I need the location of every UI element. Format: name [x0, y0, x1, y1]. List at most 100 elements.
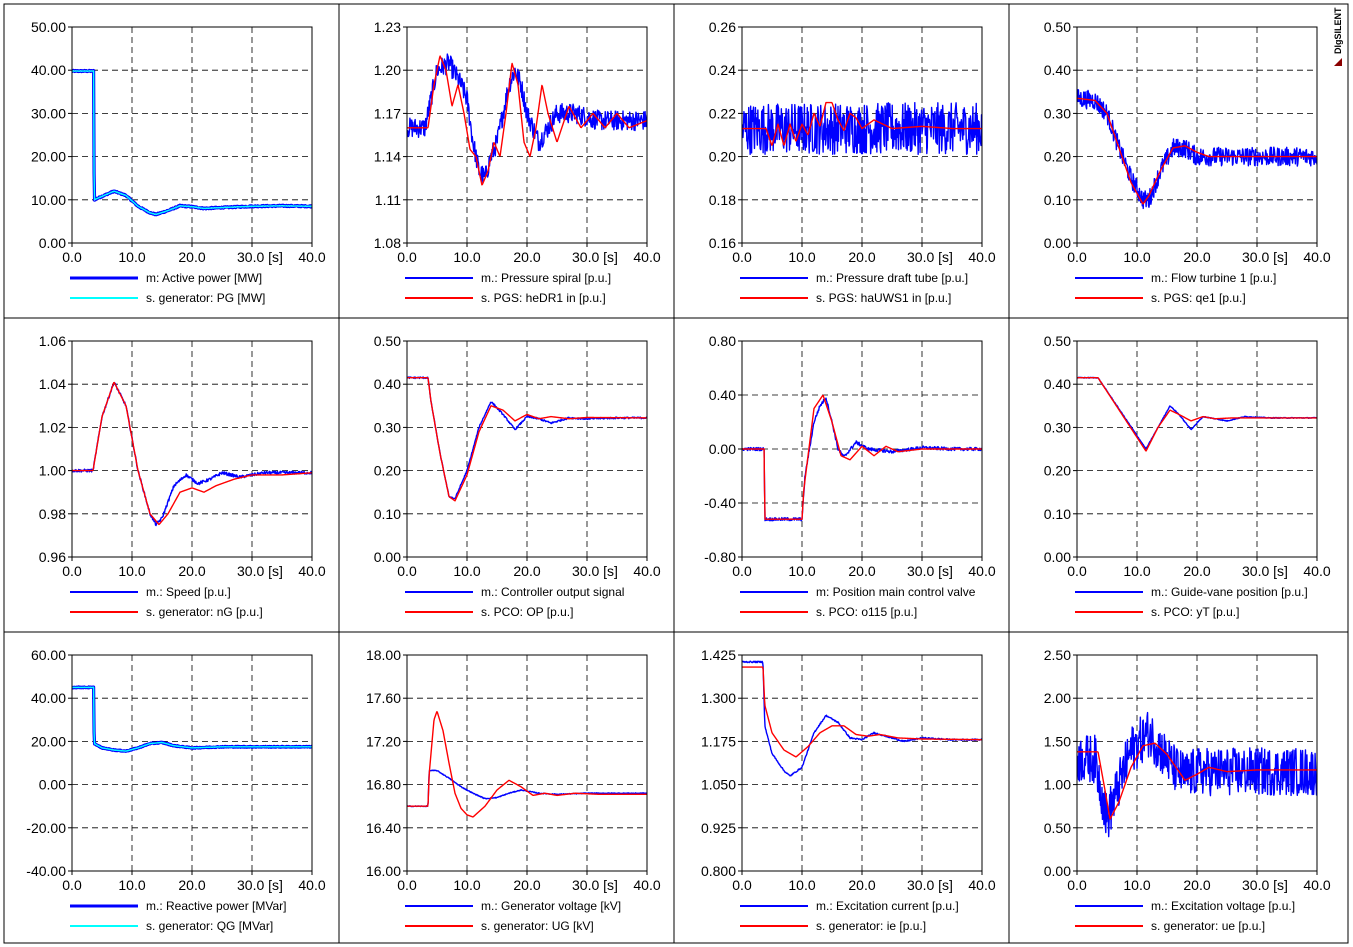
x-tick-label: 10.0	[118, 563, 145, 579]
y-tick-label: 30.00	[31, 105, 66, 121]
y-tick-label: 1.06	[39, 333, 66, 349]
chart-panel-2: 1.23 1.20 1.17 1.14 1.11 1.080.0 10.0 20.0 30.0 …	[374, 19, 661, 305]
series-line-2	[742, 101, 982, 146]
series-line-1	[742, 101, 982, 156]
x-tick-label: 0.0	[1067, 563, 1087, 579]
legend-label: m.: Controller output signal	[481, 585, 624, 599]
x-tick-label: 0.0	[62, 563, 82, 579]
y-tick-label: 20.00	[31, 149, 66, 165]
y-tick-label: 0.24	[709, 62, 736, 78]
legend-label: s. generator: PG [MW]	[146, 291, 265, 305]
y-tick-label: 0.30	[1044, 419, 1071, 435]
series-line-2	[742, 394, 982, 520]
x-tick-label: 0.0	[732, 877, 752, 893]
x-tick-label: 10.0	[118, 877, 145, 893]
x-tick-label: 10.0	[1123, 877, 1150, 893]
x-tick-label: 40.0	[633, 563, 660, 579]
x-tick-label: 20.0	[513, 877, 540, 893]
y-tick-label: 17.20	[366, 733, 401, 749]
x-tick-label: 10.0	[453, 877, 480, 893]
x-tick-label: 40.0	[968, 563, 995, 579]
legend-label: s. PGS: haUWS1 in [p.u.]	[816, 291, 951, 305]
outer-frame	[3, 3, 1349, 944]
y-tick-label: 0.50	[1044, 19, 1071, 35]
chart-panel-10: 18.00 17.60 17.20 16.80 16.40 16.000.0 10.0 20.…	[366, 647, 661, 933]
series-line-1	[1077, 711, 1317, 838]
y-tick-label: 0.20	[709, 149, 736, 165]
series-group	[1077, 376, 1317, 452]
y-tick-label: 20.00	[31, 733, 66, 749]
y-tick-label: 0.10	[1044, 192, 1071, 208]
legend-label: m.: Guide-vane position [p.u.]	[1151, 585, 1308, 599]
legend-label: m.: Excitation voltage [p.u.]	[1151, 899, 1295, 913]
y-tick-label: 0.40	[1044, 376, 1071, 392]
x-tick-label: 30.0 [s]	[572, 563, 618, 579]
y-tick-label: 0.40	[374, 376, 401, 392]
x-tick-label: 0.0	[62, 249, 82, 265]
series-group	[72, 68, 312, 217]
legend-label: m.: Pressure draft tube [p.u.]	[816, 271, 968, 285]
x-tick-label: 30.0 [s]	[237, 563, 283, 579]
legend-label: s. PGS: qe1 [p.u.]	[1151, 291, 1246, 305]
legend-label: s. PCO: OP [p.u.]	[481, 605, 573, 619]
y-tick-label: -40.00	[26, 863, 66, 879]
series-group	[742, 660, 982, 777]
y-tick-label: -20.00	[26, 820, 66, 836]
legend-label: s. generator: ie [p.u.]	[816, 919, 926, 933]
y-tick-label: 2.00	[1044, 690, 1071, 706]
y-tick-label: 0.30	[374, 419, 401, 435]
x-tick-label: 20.0	[848, 877, 875, 893]
y-tick-label: 0.925	[701, 820, 736, 836]
x-tick-label: 30.0 [s]	[572, 877, 618, 893]
y-tick-label: 0.00	[374, 549, 401, 565]
y-tick-label: 0.50	[374, 333, 401, 349]
y-tick-label: 0.20	[374, 463, 401, 479]
x-tick-label: 40.0	[298, 877, 325, 893]
x-tick-label: 20.0	[1183, 877, 1210, 893]
legend-label: m.: Excitation current [p.u.]	[816, 899, 959, 913]
y-tick-label: 16.40	[366, 820, 401, 836]
x-tick-label: 40.0	[968, 249, 995, 265]
series-line-2	[72, 381, 312, 526]
y-tick-label: 1.23	[374, 19, 401, 35]
x-tick-label: 10.0	[788, 563, 815, 579]
y-tick-label: 17.60	[366, 690, 401, 706]
legend-label: s. generator: UG [kV]	[481, 919, 594, 933]
y-tick-label: 0.00	[39, 235, 66, 251]
y-tick-label: 0.30	[1044, 105, 1071, 121]
series-group	[72, 685, 312, 753]
y-tick-label: -0.40	[704, 495, 736, 511]
legend-label: s. generator: QG [MVar]	[146, 919, 273, 933]
chart-panel-7: 0.80 0.40 0.00 -0.40 -0.800.0 10.0 20.0 30.0 [s…	[704, 333, 996, 619]
series-line-2	[407, 55, 647, 186]
y-tick-label: 0.10	[374, 506, 401, 522]
x-tick-label: 40.0	[298, 249, 325, 265]
x-tick-label: 0.0	[397, 249, 417, 265]
series-group	[407, 711, 647, 818]
legend-label: m.: Generator voltage [kV]	[481, 899, 621, 913]
x-tick-label: 30.0 [s]	[907, 249, 953, 265]
y-tick-label: 1.300	[701, 690, 736, 706]
y-tick-label: 40.00	[31, 690, 66, 706]
y-tick-label: 1.50	[1044, 733, 1071, 749]
y-tick-label: 0.50	[1044, 333, 1071, 349]
y-tick-label: 1.17	[374, 105, 401, 121]
y-tick-label: 60.00	[31, 647, 66, 663]
x-tick-label: 20.0	[178, 563, 205, 579]
y-tick-label: 0.80	[709, 333, 736, 349]
x-tick-label: 0.0	[397, 563, 417, 579]
x-tick-label: 20.0	[1183, 249, 1210, 265]
x-tick-label: 40.0	[1303, 563, 1330, 579]
legend-label: s. generator: nG [p.u.]	[146, 605, 263, 619]
x-tick-label: 0.0	[1067, 249, 1087, 265]
series-group	[1077, 711, 1317, 838]
series-group	[72, 381, 312, 527]
y-tick-label: 1.175	[701, 733, 736, 749]
y-tick-label: 0.00	[1044, 863, 1071, 879]
x-tick-label: 0.0	[732, 563, 752, 579]
x-tick-label: 20.0	[1183, 563, 1210, 579]
y-tick-label: 1.02	[39, 419, 66, 435]
x-tick-label: 30.0 [s]	[1242, 563, 1288, 579]
chart-panel-3: 0.26 0.24 0.22 0.20 0.18 0.160.0 10.0 20.0 30.0 …	[709, 19, 996, 305]
y-tick-label: 0.50	[1044, 820, 1071, 836]
